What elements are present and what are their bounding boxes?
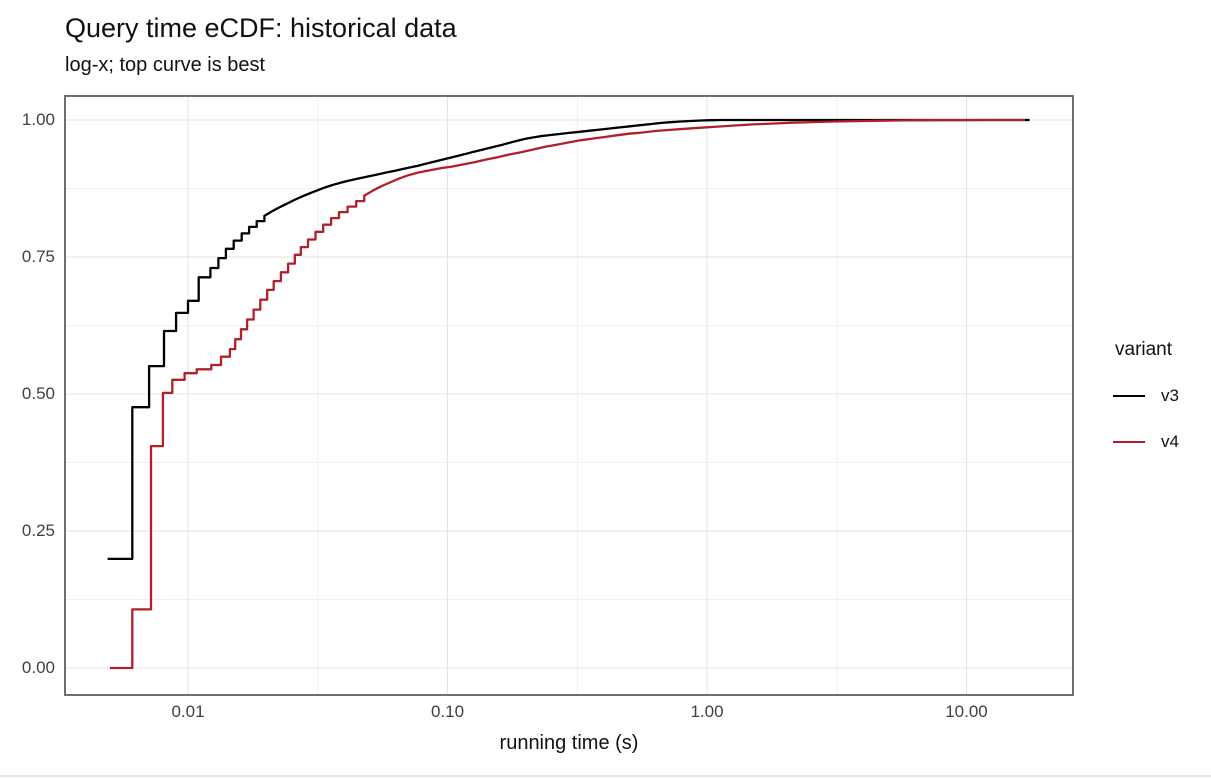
- y-tick-label: 0.25: [21, 521, 55, 540]
- legend: variant v3 v4: [1113, 339, 1179, 453]
- legend-item-v3: v3: [1113, 385, 1179, 407]
- panel-border: [64, 95, 1074, 696]
- legend-key-v3-line: [1113, 395, 1145, 397]
- minor-gridlines: [65, 96, 1073, 695]
- y-tick-label: 1.00: [21, 110, 55, 129]
- bottom-divider: [0, 775, 1211, 777]
- y-tick-label: 0.75: [21, 247, 55, 266]
- legend-item-v4: v4: [1113, 431, 1179, 453]
- v4-curve: [109, 118, 1025, 670]
- x-tick-label: 0.01: [171, 702, 205, 721]
- x-tick-label: 10.00: [945, 702, 988, 721]
- plot-title: Query time eCDF: historical data: [65, 13, 457, 43]
- legend-label-v3: v3: [1161, 386, 1179, 405]
- x-axis-title: running time (s): [499, 732, 639, 754]
- y-tick-label: 0.00: [21, 658, 55, 677]
- legend-label-v4: v4: [1161, 432, 1179, 451]
- plot-subtitle: log-x; top curve is best: [65, 54, 266, 76]
- ecdf-curves: [107, 118, 1030, 670]
- x-tick-label: 1.00: [690, 702, 724, 721]
- y-tick-label: 0.50: [21, 384, 55, 403]
- legend-title: variant: [1115, 339, 1173, 360]
- major-gridlines: [65, 96, 1073, 695]
- v3-curve: [107, 118, 1030, 561]
- x-tick-label: 0.10: [430, 702, 465, 721]
- legend-key-v4-line: [1113, 441, 1145, 443]
